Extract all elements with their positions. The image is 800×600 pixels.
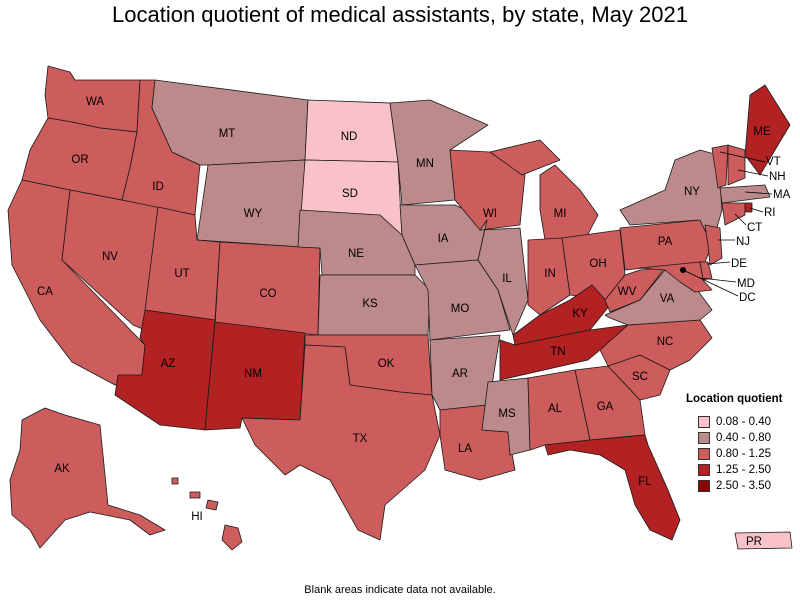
svg-text:KY: KY: [572, 308, 588, 320]
svg-text:MS: MS: [498, 408, 516, 420]
state-hi[interactable]: [171, 477, 243, 551]
svg-text:NH: NH: [769, 171, 786, 183]
legend-swatch: [698, 416, 710, 428]
svg-text:MA: MA: [773, 189, 791, 201]
state-in[interactable]: [527, 237, 571, 316]
legend-label: 0.08 - 0.40: [716, 416, 771, 428]
legend-swatch: [698, 464, 710, 476]
legend-item: 0.80 - 1.25: [686, 446, 782, 462]
state-mi[interactable]: [489, 139, 599, 241]
legend-label: 0.80 - 1.25: [716, 448, 771, 460]
svg-text:SD: SD: [342, 188, 358, 200]
svg-text:RI: RI: [764, 207, 776, 219]
footnote: Blank areas indicate data not available.: [304, 584, 496, 596]
state-tx[interactable]: [241, 344, 441, 541]
svg-text:IA: IA: [438, 233, 449, 245]
svg-text:NY: NY: [684, 186, 700, 198]
state-nj[interactable]: [704, 224, 723, 266]
legend-label: 2.50 - 3.50: [716, 480, 771, 492]
svg-text:IL: IL: [502, 273, 512, 285]
svg-text:NC: NC: [657, 336, 674, 348]
svg-text:AL: AL: [548, 403, 563, 415]
svg-text:OR: OR: [71, 154, 88, 166]
svg-text:MN: MN: [416, 158, 434, 170]
svg-text:SC: SC: [632, 371, 648, 383]
svg-text:NE: NE: [348, 248, 364, 260]
map-title: Location quotient of medical assistants,…: [112, 2, 688, 27]
legend-label: 0.40 - 0.80: [716, 432, 771, 444]
legend-swatch: [698, 480, 710, 492]
svg-text:UT: UT: [174, 268, 189, 280]
state-vt[interactable]: [711, 144, 729, 189]
state-mt[interactable]: [151, 79, 309, 166]
legend-item: 1.25 - 2.50: [686, 462, 782, 478]
svg-text:MI: MI: [554, 208, 567, 220]
svg-text:HI: HI: [191, 511, 203, 523]
state-nh[interactable]: [727, 144, 746, 186]
legend-swatch: [698, 432, 710, 444]
legend-item: 0.08 - 0.40: [686, 414, 782, 430]
svg-text:VT: VT: [766, 156, 781, 168]
svg-text:AR: AR: [452, 368, 468, 380]
svg-text:LA: LA: [458, 443, 472, 455]
svg-text:WV: WV: [618, 286, 637, 298]
svg-text:CT: CT: [747, 222, 762, 234]
legend-swatch: [698, 448, 710, 460]
svg-text:WI: WI: [483, 208, 497, 220]
state-ak[interactable]: [9, 407, 166, 549]
svg-text:TX: TX: [353, 433, 368, 445]
svg-text:AZ: AZ: [161, 358, 176, 370]
state-fl[interactable]: [544, 434, 681, 541]
legend-title: Location quotient: [686, 393, 783, 405]
legend-item: 0.40 - 0.80: [686, 430, 782, 446]
svg-text:PA: PA: [658, 236, 673, 248]
state-wy[interactable]: [196, 159, 306, 248]
svg-text:IN: IN: [544, 268, 556, 280]
legend-label: 1.25 - 2.50: [716, 464, 771, 476]
svg-text:CA: CA: [37, 286, 53, 298]
svg-text:VA: VA: [660, 293, 675, 305]
state-ga[interactable]: [574, 365, 646, 441]
svg-text:ME: ME: [753, 126, 771, 138]
svg-text:GA: GA: [597, 401, 614, 413]
state-md[interactable]: [639, 261, 713, 293]
svg-text:WA: WA: [86, 96, 104, 108]
state-il[interactable]: [477, 219, 529, 336]
svg-text:TN: TN: [550, 346, 565, 358]
svg-text:DC: DC: [739, 292, 756, 304]
state-ri[interactable]: [744, 202, 753, 213]
svg-text:OK: OK: [378, 358, 395, 370]
svg-text:WY: WY: [244, 208, 263, 220]
svg-text:ND: ND: [341, 131, 358, 143]
dc-marker: [680, 267, 686, 273]
svg-text:MT: MT: [219, 128, 236, 140]
state-ma[interactable]: [719, 184, 771, 204]
svg-text:NJ: NJ: [736, 236, 750, 248]
svg-text:MD: MD: [737, 278, 755, 290]
svg-text:NM: NM: [244, 368, 262, 380]
svg-text:DE: DE: [731, 258, 747, 270]
svg-text:ID: ID: [152, 181, 164, 193]
svg-text:FL: FL: [638, 476, 652, 488]
svg-text:CO: CO: [259, 288, 276, 300]
svg-text:NV: NV: [102, 251, 118, 263]
svg-text:PR: PR: [746, 536, 762, 548]
svg-text:MO: MO: [451, 303, 470, 315]
state-ct[interactable]: [721, 202, 746, 226]
svg-text:KS: KS: [362, 298, 378, 310]
svg-text:OH: OH: [589, 258, 606, 270]
svg-text:AK: AK: [54, 463, 70, 475]
legend-item: 2.50 - 3.50: [686, 478, 782, 494]
legend: Location quotient 0.08 - 0.40 0.40 - 0.8…: [686, 393, 782, 494]
state-pr[interactable]: [734, 531, 793, 550]
